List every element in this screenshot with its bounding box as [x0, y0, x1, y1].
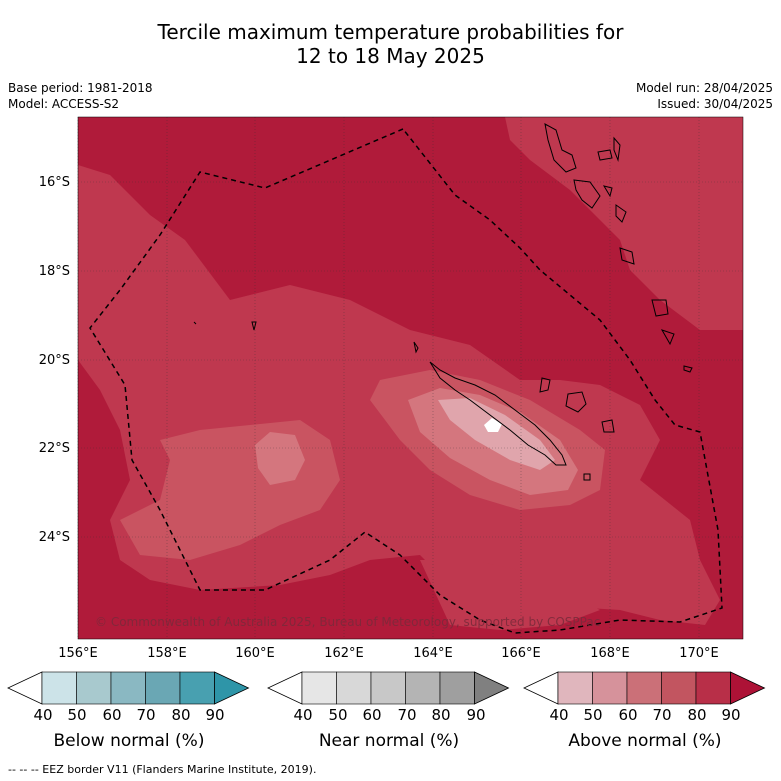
model-run: Model run: 28/04/2025	[635, 81, 773, 95]
cb-near-tick: 80	[431, 706, 451, 724]
colorbar-above-segment	[695, 671, 731, 705]
issued-date: Issued: 30/04/2025	[657, 97, 773, 111]
cb-above-tick: 90	[721, 706, 741, 724]
colorbar-above-segment	[626, 671, 662, 705]
colorbar-below-segment	[179, 671, 215, 705]
colorbar-below-segment	[76, 671, 112, 705]
title-line-2: 12 to 18 May 2025	[296, 44, 485, 68]
lat-label-24s: 24°S	[38, 530, 70, 545]
cb-near-tick: 60	[362, 706, 382, 724]
colorbar-above-title: Above normal (%)	[568, 731, 722, 751]
cb-below-tick: 40	[33, 706, 53, 724]
colorbar-near-left-extend	[267, 671, 303, 705]
island-loyalty-3	[601, 419, 615, 433]
colorbar-above-right-extend	[730, 671, 766, 705]
chart-title: Tercile maximum temperature probabilitie…	[0, 20, 781, 68]
island-loyalty-1	[539, 377, 551, 393]
colorbar-above-segment	[592, 671, 628, 705]
lon-label-160e: 160°E	[235, 646, 275, 661]
cb-above-tick: 80	[687, 706, 707, 724]
cb-above-tick: 40	[549, 706, 569, 724]
title-line-1: Tercile maximum temperature probabilitie…	[157, 20, 624, 44]
island-grande-terre	[429, 361, 567, 466]
cb-below-tick: 70	[136, 706, 156, 724]
colorbar-above-segment	[661, 671, 697, 705]
cb-near-tick: 50	[328, 706, 348, 724]
cb-below-tick: 50	[67, 706, 87, 724]
islands-vanuatu	[544, 123, 693, 373]
cb-below-tick: 80	[171, 706, 191, 724]
map-frame	[77, 116, 744, 640]
colorbar-near-right-extend	[474, 671, 510, 705]
colorbar-below-title: Below normal (%)	[53, 731, 205, 751]
lat-label-22s: 22°S	[38, 441, 70, 456]
colorbar-below-left-extend	[7, 671, 43, 705]
cb-near-tick: 40	[293, 706, 313, 724]
colorbar-above-left-extend	[523, 671, 559, 705]
eez-border	[89, 128, 723, 634]
colorbar-near-segment	[301, 671, 337, 705]
island-belep	[413, 341, 419, 354]
lon-label-168e: 168°E	[590, 646, 630, 661]
colorbar-below-segment	[41, 671, 77, 705]
colorbar-below-segment	[145, 671, 181, 705]
lon-label-158e: 158°E	[147, 646, 187, 661]
lat-label-16s: 16°S	[38, 175, 70, 190]
colorbar-below-right-extend	[214, 671, 250, 705]
lon-label-164e: 164°E	[413, 646, 453, 661]
cb-above-tick: 50	[583, 706, 603, 724]
lat-label-20s: 20°S	[38, 353, 70, 368]
cb-near-tick: 70	[397, 706, 417, 724]
contour-above-60-west	[255, 432, 305, 485]
colorbars	[7, 671, 766, 705]
cb-above-tick: 60	[618, 706, 638, 724]
copyright-text: © Commonwealth of Australia 2025, Bureau…	[95, 615, 601, 629]
colorbar-near-title: Near normal (%)	[318, 731, 460, 751]
cb-above-tick: 70	[652, 706, 672, 724]
reefs	[193, 321, 257, 331]
contour-above-80-s	[420, 560, 600, 630]
cb-below-tick: 90	[205, 706, 225, 724]
lon-label-162e: 162°E	[324, 646, 364, 661]
meta-right: Model run: 28/04/2025 Issued: 30/04/2025	[636, 80, 773, 112]
lon-label-156e: 156°E	[58, 646, 98, 661]
colorbar-below-segment	[110, 671, 146, 705]
colorbar-near-segment	[439, 671, 475, 705]
eez-footnote: -- -- -- EEZ border V11 (Flanders Marine…	[8, 763, 317, 776]
colorbar-near-segment	[370, 671, 406, 705]
base-period: Base period: 1981-2018	[8, 81, 153, 95]
meta-left: Base period: 1981-2018 Model: ACCESS-S2	[8, 80, 153, 112]
island-pines	[583, 473, 591, 481]
model-name: Model: ACCESS-S2	[8, 97, 120, 111]
colorbar-above-segment	[557, 671, 593, 705]
lat-label-18s: 18°S	[38, 264, 70, 279]
contour-near-white	[484, 418, 502, 432]
colorbar-near-segment	[405, 671, 441, 705]
island-loyalty-2	[565, 391, 587, 413]
cb-below-tick: 60	[102, 706, 122, 724]
lon-label-170e: 170°E	[679, 646, 719, 661]
lon-label-166e: 166°E	[501, 646, 541, 661]
contour-above-50	[438, 398, 555, 470]
cb-near-tick: 90	[466, 706, 486, 724]
colorbar-near-segment	[336, 671, 372, 705]
